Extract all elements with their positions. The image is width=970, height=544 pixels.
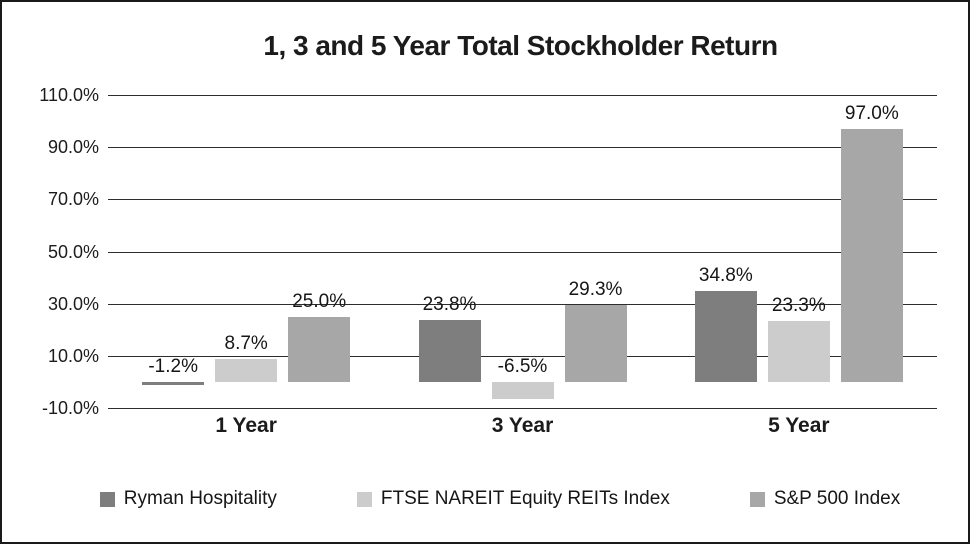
legend-swatch (99, 491, 115, 507)
bar-value-label: 97.0% (844, 102, 899, 124)
legend-swatch (749, 491, 765, 507)
legend-label: Ryman Hospitality (123, 488, 277, 509)
gridline (108, 199, 937, 201)
x-axis-category-label: 5 Year (768, 414, 830, 437)
bar-value-label: 23.8% (422, 293, 477, 315)
bar (142, 381, 205, 386)
bar-value-label: 29.3% (568, 279, 623, 301)
x-axis-category-label: 3 Year (491, 414, 554, 437)
gridline (108, 355, 937, 357)
gridline (108, 303, 937, 305)
bar-value-label: 34.8% (698, 265, 753, 287)
legend-item: Ryman Hospitality (99, 488, 277, 510)
bar-value-label: 23.3% (771, 295, 826, 317)
legend-label: S&P 500 Index (773, 488, 901, 509)
y-axis-tick-label: 10.0% (47, 345, 99, 366)
gridline (108, 251, 937, 253)
legend-item: FTSE NAREIT Equity REITs Index (356, 488, 670, 510)
y-axis-tick-label: 90.0% (47, 137, 99, 158)
y-axis-tick-label: -10.0% (41, 398, 99, 418)
legend-item: S&P 500 Index (749, 488, 901, 510)
gridline (108, 95, 937, 96)
gridline (108, 408, 937, 409)
bar (840, 128, 903, 382)
bar (215, 359, 278, 382)
y-axis-tick-label: 70.0% (47, 189, 99, 210)
bar-value-label: 25.0% (292, 290, 347, 312)
bar (694, 291, 757, 382)
x-axis-category-label: 1 Year (215, 414, 277, 437)
y-axis-tick-label: 50.0% (47, 241, 99, 262)
gridline (108, 147, 937, 149)
bar-value-label: -1.2% (148, 355, 198, 377)
bar (418, 319, 481, 382)
bar (288, 316, 351, 382)
bar (767, 321, 830, 382)
bar (491, 381, 554, 399)
legend: Ryman Hospitality FTSE NAREIT Equity REIT… (2, 488, 968, 510)
legend-label: FTSE NAREIT Equity REITs Index (380, 488, 670, 509)
legend-swatch (356, 491, 372, 507)
y-axis-tick-label: 110.0% (39, 85, 99, 105)
bar-value-label: -6.5% (497, 355, 548, 377)
chart-title: 1, 3 and 5 Year Total Stockholder Return (263, 30, 778, 61)
bar (564, 305, 627, 382)
plot-area: -1.2% 8.7% 25.0% 23.8% -6.5% 29.3% 34.8% 23.3% 9… (108, 95, 937, 409)
bar-value-label: 8.7% (224, 333, 268, 355)
y-axis-tick-label: 30.0% (47, 293, 99, 314)
